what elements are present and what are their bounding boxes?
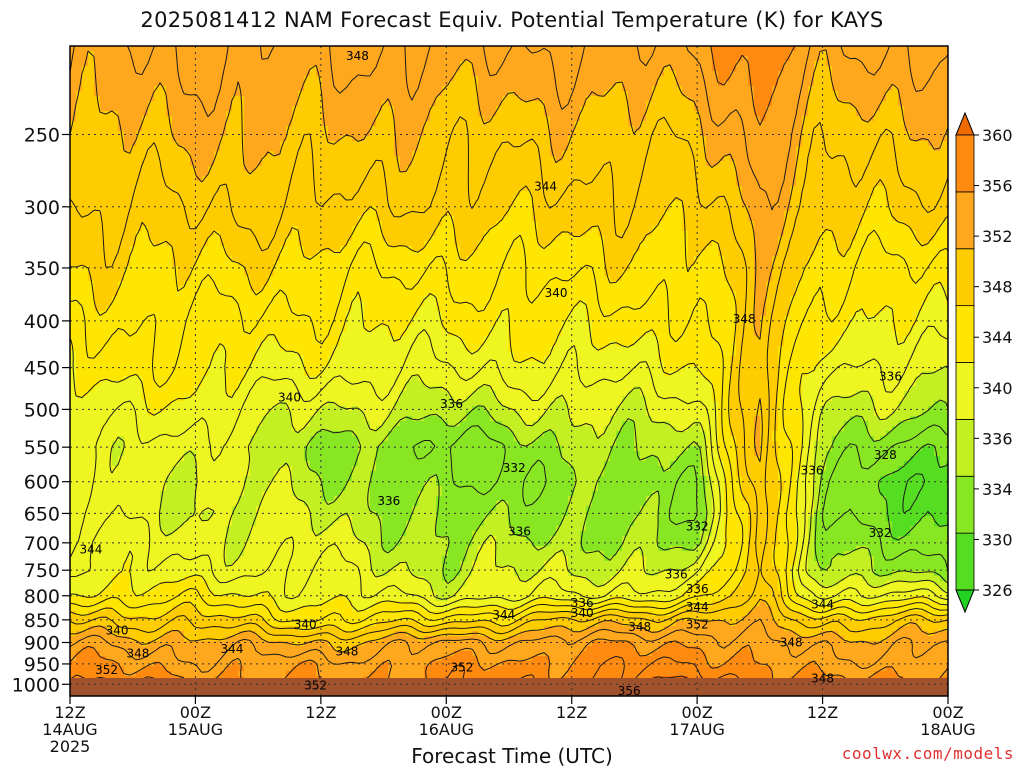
contour-label: 340 <box>278 390 301 404</box>
contour-label: 344 <box>492 608 515 622</box>
y-tick-label: 400 <box>24 311 60 333</box>
colorbar-segment <box>955 475 975 534</box>
contour-line-layer <box>70 46 948 696</box>
colorbar-label: 326 <box>982 581 1013 600</box>
x-tick-label: 12Z <box>807 703 838 722</box>
contour-label: 344 <box>811 598 834 612</box>
y-tick-label: 800 <box>24 586 60 608</box>
contour-label: 348 <box>780 635 803 649</box>
colorbar-label: 344 <box>982 328 1013 347</box>
colorbar-label: 356 <box>982 177 1013 196</box>
colorbar-segment <box>955 191 975 250</box>
colorbar-label: 330 <box>982 530 1013 549</box>
contour-label: 352 <box>451 660 474 674</box>
contour-label: 348 <box>126 646 149 660</box>
x-tick-label: 17AUG <box>669 720 724 739</box>
x-tick-label: 00Z <box>180 703 211 722</box>
axes-layer: 2503003504004505005506006507007508008509… <box>12 45 976 756</box>
x-tick-label: 12Z <box>54 703 85 722</box>
y-tick-label: 900 <box>24 632 60 654</box>
contour-label: 348 <box>811 671 834 685</box>
y-tick-label: 700 <box>24 533 60 555</box>
y-tick-label: 950 <box>24 654 60 676</box>
y-tick-label: 250 <box>24 124 60 146</box>
x-axis-label: Forecast Time (UTC) <box>411 744 613 768</box>
x-tick-label: 15AUG <box>168 720 223 739</box>
colorbar-label: 360 <box>982 126 1013 145</box>
contour-label: 344 <box>221 642 244 656</box>
colorbar-segment <box>955 248 975 307</box>
contour-label: 348 <box>336 645 359 659</box>
colorbar-segment <box>955 532 975 591</box>
colorbar-segment <box>955 418 975 477</box>
colorbar-segment <box>955 305 975 363</box>
x-tick-label: 00Z <box>431 703 462 722</box>
contour-label: 356 <box>618 684 641 698</box>
x-tick-label: 12Z <box>556 703 587 722</box>
contour-label: 332 <box>869 526 892 540</box>
x-tick-label: 12Z <box>305 703 336 722</box>
contour-label: 336 <box>686 582 709 596</box>
contour-label: 336 <box>571 596 594 610</box>
y-tick-label: 850 <box>24 610 60 632</box>
grid-layer <box>69 46 949 696</box>
contour-label: 340 <box>571 606 594 620</box>
contour-label: 340 <box>545 286 568 300</box>
contour-label: 344 <box>534 179 557 193</box>
credit-text[interactable]: coolwx.com/models <box>841 744 1014 763</box>
x-tick-label: 16AUG <box>419 720 474 739</box>
contour-label: 336 <box>508 524 531 538</box>
colorbar-label: 348 <box>982 278 1013 297</box>
y-tick-label: 450 <box>24 358 60 380</box>
y-tick-label: 600 <box>24 472 60 494</box>
y-tick-label: 650 <box>24 503 60 525</box>
y-tick-label: 1000 <box>12 674 60 696</box>
contour-label: 332 <box>686 520 709 534</box>
colorbar-bottom-arrow <box>955 589 975 614</box>
contour-label: 352 <box>686 617 709 631</box>
plot-frame <box>69 45 949 697</box>
colorbar: 326 330 334 336 340 344 348 352 356 360 <box>955 111 1013 614</box>
contour-label: 332 <box>503 461 526 475</box>
y-tick-label: 300 <box>24 197 60 219</box>
x-tick-label: 14AUG <box>42 720 97 739</box>
y-tick-label: 350 <box>24 258 60 280</box>
y-tick-label: 750 <box>24 560 60 582</box>
contour-label: 336 <box>377 494 400 508</box>
colorbar-segment <box>955 134 975 193</box>
contour-label: 348 <box>628 620 651 634</box>
y-tick-label: 550 <box>24 437 60 459</box>
colorbar-label: 340 <box>982 379 1013 398</box>
contour-label: 336 <box>440 397 463 411</box>
contour-label: 340 <box>294 617 317 631</box>
x-tick-label: 18AUG <box>920 720 975 739</box>
colorbar-label: 334 <box>982 480 1013 499</box>
contour-label: 336 <box>801 463 824 477</box>
x-tick-label: 00Z <box>681 703 712 722</box>
colorbar-top-arrow <box>955 111 975 136</box>
colorbar-segment <box>955 362 975 420</box>
contour-label: 352 <box>304 678 327 692</box>
colorbar-label: 352 <box>982 227 1013 246</box>
colorbar-label: 336 <box>982 429 1013 448</box>
chart-title: 2025081412 NAM Forecast Equiv. Potential… <box>140 8 884 32</box>
contour-label: 348 <box>346 49 369 63</box>
contour-label: 344 <box>686 600 709 614</box>
y-tick-label: 500 <box>24 399 60 421</box>
contour-label: 340 <box>106 623 129 637</box>
contour-label: 336 <box>879 369 902 383</box>
contour-label: 348 <box>733 312 756 326</box>
contour-lines <box>70 46 948 696</box>
contour-label: 336 <box>665 567 688 581</box>
x-tick-label: 2025 <box>50 737 91 756</box>
contour-label: 352 <box>95 663 118 677</box>
x-tick-label: 00Z <box>932 703 963 722</box>
ground-strip <box>70 678 948 696</box>
contour-label: 328 <box>874 448 897 462</box>
contour-label: 344 <box>79 543 102 557</box>
